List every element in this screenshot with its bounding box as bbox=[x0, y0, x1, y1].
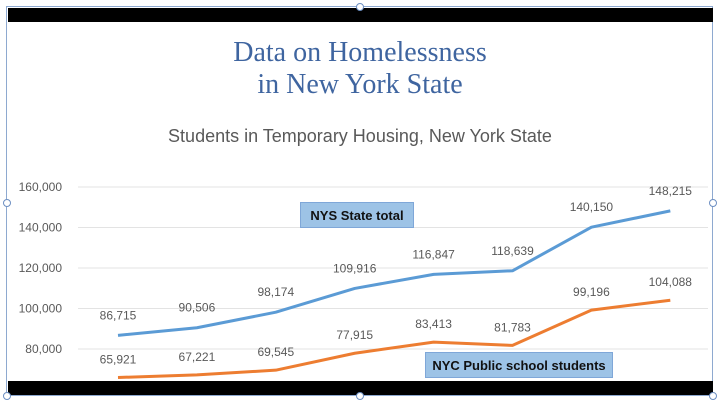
line-chart: 80,000 100,000 120,000 140,000 160,000 86,715… bbox=[19, 180, 708, 380]
resize-handle-bottom-right[interactable] bbox=[709, 392, 717, 400]
data-label: 98,174 bbox=[257, 285, 294, 299]
data-label: 109,916 bbox=[333, 261, 377, 275]
bottom-black-bar bbox=[8, 381, 713, 395]
y-tick-label: 140,000 bbox=[19, 221, 63, 235]
series-line-nyc-public bbox=[117, 298, 671, 380]
data-label: 99,196 bbox=[573, 285, 610, 299]
data-label: 118,639 bbox=[491, 244, 534, 258]
y-tick-label: 160,000 bbox=[19, 180, 63, 194]
slide-title-line-1: Data on Homelessness bbox=[233, 37, 487, 68]
data-label: 83,413 bbox=[415, 317, 452, 331]
resize-handle-left[interactable] bbox=[3, 199, 11, 207]
series-line-nys-total bbox=[117, 209, 671, 337]
data-label: 77,915 bbox=[336, 328, 373, 342]
data-label: 67,221 bbox=[179, 350, 216, 364]
data-label: 86,715 bbox=[100, 308, 137, 322]
data-label: 148,215 bbox=[649, 184, 693, 198]
slide-title-line-2: in New York State bbox=[257, 69, 463, 100]
y-tick-label: 100,000 bbox=[19, 302, 63, 316]
data-label: 116,847 bbox=[412, 247, 455, 261]
resize-handle-right[interactable] bbox=[709, 199, 717, 207]
data-label: 65,921 bbox=[100, 353, 137, 367]
legend-nys-state-total: NYS State total bbox=[300, 202, 414, 228]
data-label: 69,545 bbox=[257, 345, 294, 359]
resize-handle-top[interactable] bbox=[356, 3, 364, 11]
chart-title: Students in Temporary Housing, New York … bbox=[168, 126, 552, 146]
resize-handle-bottom[interactable] bbox=[356, 392, 364, 400]
data-label: 81,783 bbox=[494, 320, 531, 334]
top-black-bar bbox=[8, 8, 713, 22]
data-label: 140,150 bbox=[570, 200, 614, 214]
data-label: 90,506 bbox=[179, 301, 216, 315]
legend-nyc-public-school: NYC Public school students bbox=[425, 352, 613, 378]
y-tick-label: 80,000 bbox=[25, 342, 62, 356]
slide-title: Data on Homelessness in New York State bbox=[0, 37, 720, 101]
y-tick-label: 120,000 bbox=[19, 261, 63, 275]
resize-handle-bottom-left[interactable] bbox=[3, 392, 11, 400]
data-label: 104,088 bbox=[649, 275, 693, 289]
